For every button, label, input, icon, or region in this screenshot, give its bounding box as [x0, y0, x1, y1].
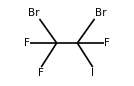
- Text: Br: Br: [28, 8, 39, 18]
- Text: I: I: [91, 68, 94, 78]
- Text: F: F: [104, 38, 110, 48]
- Text: F: F: [24, 38, 30, 48]
- Text: Br: Br: [95, 8, 106, 18]
- Text: F: F: [38, 68, 44, 78]
